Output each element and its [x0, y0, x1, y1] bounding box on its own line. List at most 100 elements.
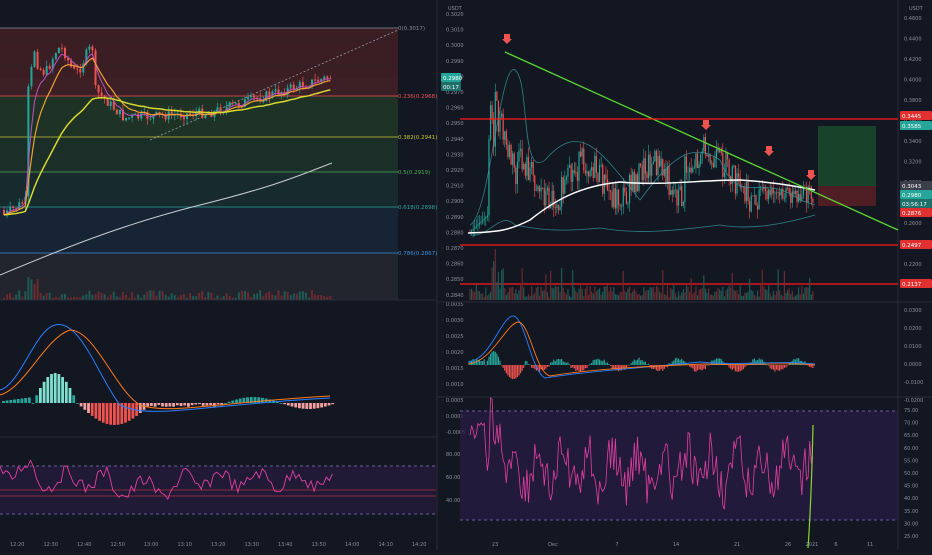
candle-body — [703, 137, 705, 152]
volume-bar — [3, 297, 5, 300]
macd-histogram-bar — [127, 403, 131, 421]
candle-body — [493, 119, 495, 147]
left-price-axis-label: 0.2970 — [446, 90, 464, 96]
left-price-axis-label: 0.3000 — [446, 43, 464, 49]
candle-body — [534, 175, 536, 191]
volume-bar — [12, 297, 15, 300]
left-time-axis-label: 12:50 — [111, 542, 125, 548]
volume-bar — [790, 294, 792, 300]
macd-histogram-bar — [268, 399, 272, 403]
macd-histogram-bar — [753, 358, 755, 365]
left-macd-axis-label: 0.0035 — [446, 302, 464, 308]
volume-bar — [9, 293, 12, 300]
volume-bar — [559, 291, 561, 300]
volume-bar — [201, 291, 204, 300]
candle-body — [277, 89, 280, 95]
left-price-axis-label: 0.2960 — [446, 106, 464, 112]
right-date-axis-label: Dec — [548, 542, 558, 548]
volume-bar — [689, 292, 691, 300]
macd-histogram-bar — [764, 364, 767, 365]
support-price-tag-1-bg — [900, 240, 932, 249]
macd-histogram-bar — [68, 388, 72, 403]
volume-bar — [146, 291, 149, 300]
left-macd-axis-label: 0.0005 — [446, 398, 464, 404]
macd-histogram-bar — [515, 365, 517, 379]
candle-body — [265, 91, 268, 101]
left-rsi-axis-label: 40.00 — [446, 498, 460, 504]
candle-body — [768, 189, 770, 200]
candle-body — [775, 192, 778, 194]
volume-bar — [516, 293, 518, 300]
volume-bar — [54, 297, 57, 300]
candle-body — [733, 165, 735, 167]
left-time-axis-label: 12:40 — [77, 542, 91, 548]
volume-bar — [523, 287, 525, 300]
macd-histogram-bar — [301, 403, 305, 409]
candle-body — [478, 223, 481, 225]
candle-body — [652, 161, 654, 164]
right-macd-axis-label: -0.0100 — [904, 380, 923, 386]
volume-bar — [720, 290, 722, 300]
candle-body — [662, 158, 664, 176]
macd-histogram-bar — [635, 360, 637, 365]
macd-histogram-bar — [603, 359, 605, 365]
candle-body — [573, 170, 575, 173]
macd-histogram-bar — [812, 365, 814, 369]
volume-bar — [665, 295, 667, 300]
volume-bar — [304, 292, 307, 300]
macd-histogram-bar — [553, 359, 555, 365]
macd-signal-line — [0, 329, 331, 410]
macd-histogram-bar — [655, 365, 658, 371]
volume-bar — [204, 296, 207, 300]
volume-bar — [723, 296, 725, 300]
macd-histogram-bar — [632, 361, 634, 365]
candle-body — [687, 171, 689, 173]
candle-body — [790, 193, 792, 203]
volume-bar — [703, 275, 705, 300]
candle-body — [610, 190, 612, 192]
volume-bar — [207, 292, 210, 300]
candle-body — [714, 158, 716, 168]
macd-histogram-bar — [198, 403, 201, 405]
macd-histogram-bar — [35, 395, 39, 403]
volume-bar — [57, 297, 60, 300]
volume-bar — [673, 285, 675, 300]
volume-bar — [477, 290, 479, 300]
macd-histogram-bar — [474, 361, 476, 365]
volume-bar — [685, 285, 688, 300]
volume-bar — [225, 293, 228, 300]
candle-body — [597, 172, 599, 182]
volume-bar — [268, 291, 271, 300]
volume-bar — [809, 277, 811, 300]
volume-bar — [624, 290, 626, 300]
candle-body — [756, 205, 759, 210]
volume-bar — [738, 294, 740, 300]
macd-histogram-bar — [235, 399, 238, 403]
left-price-axis-label: 0.3010 — [446, 28, 464, 34]
macd-histogram-bar — [499, 360, 501, 365]
candle-body — [611, 191, 613, 207]
volume-bar — [802, 293, 804, 300]
macd-histogram-bar — [534, 365, 536, 370]
macd-histogram-bar — [31, 403, 35, 404]
macd-histogram-bar — [584, 365, 586, 369]
candle-body — [717, 148, 719, 152]
candle-body — [496, 92, 498, 101]
volume-bar — [619, 292, 621, 300]
volume-bar — [706, 292, 708, 300]
volume-bar — [326, 296, 329, 300]
candle-body — [695, 153, 697, 168]
volume-bar — [715, 291, 718, 300]
right-macd-axis-label: -0.0200 — [904, 398, 923, 404]
rsi-line — [0, 459, 333, 501]
volume-bar — [730, 287, 732, 300]
right-date-axis-label: 21 — [734, 542, 740, 548]
candle-body — [578, 151, 580, 181]
candle-body — [564, 179, 566, 194]
volume-bar — [538, 295, 541, 300]
candle-body — [109, 101, 112, 106]
volume-bar — [798, 287, 800, 300]
macd-histogram-bar — [57, 374, 61, 403]
candle-body — [42, 69, 45, 75]
volume-bar — [112, 291, 115, 300]
